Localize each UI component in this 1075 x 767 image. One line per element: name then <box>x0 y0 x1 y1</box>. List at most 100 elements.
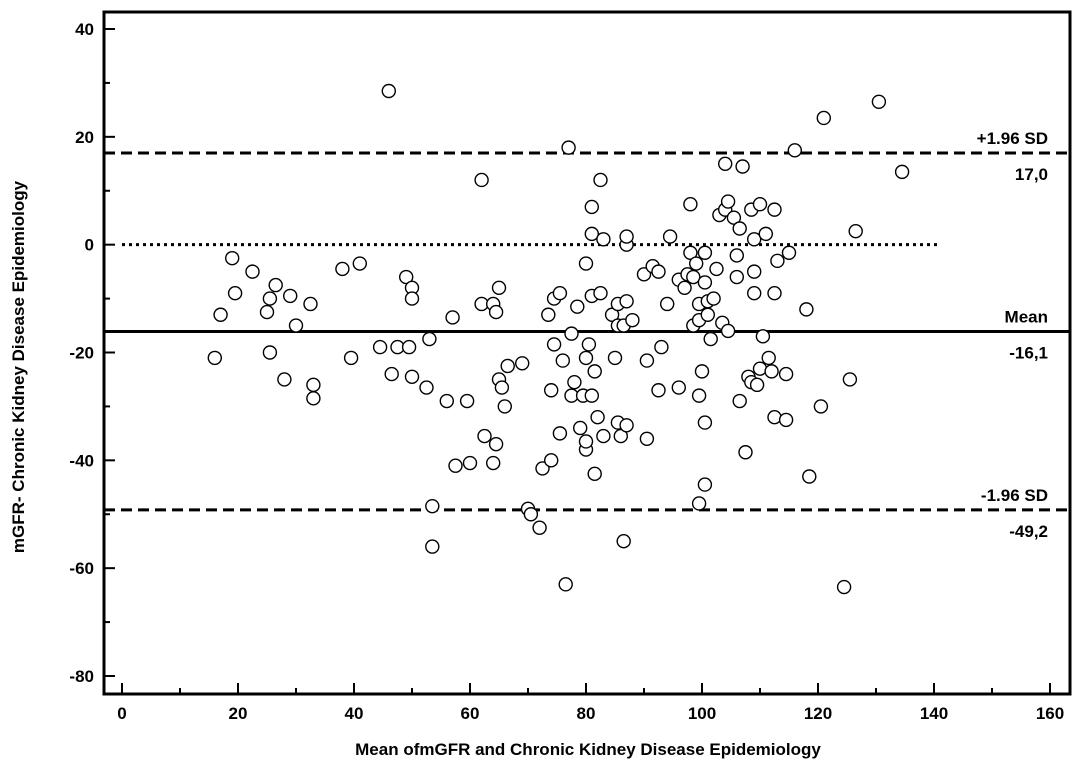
data-point <box>836 579 852 595</box>
data-point <box>697 477 713 492</box>
data-point <box>268 277 283 293</box>
data-point <box>570 299 585 314</box>
data-point <box>584 388 599 403</box>
data-point <box>404 369 420 384</box>
upper-loa-value: 17,0 <box>1015 165 1048 184</box>
x-tick-label: 0 <box>117 704 126 723</box>
data-point <box>497 399 512 414</box>
tick-labels: 40 20 0 -20 -40 -60 -80 0 20 40 60 80 100 120 140 160 <box>69 20 1064 723</box>
y-axis-title: mGFR- Chronic Kidney Disease Epidemiolog… <box>9 180 28 553</box>
data-point <box>729 248 744 263</box>
data-point <box>720 323 736 339</box>
data-point <box>500 358 515 374</box>
data-point <box>399 269 414 285</box>
data-point <box>683 197 698 212</box>
data-point <box>578 350 594 366</box>
data-point <box>335 261 350 277</box>
data-point <box>372 339 388 355</box>
data-point <box>488 304 504 320</box>
y-tick-label: 40 <box>75 20 94 39</box>
data-point <box>697 245 713 260</box>
data-point <box>567 374 582 390</box>
data-point <box>552 285 568 301</box>
data-point <box>816 110 831 126</box>
data-point <box>578 434 594 449</box>
data-point <box>802 469 817 484</box>
data-point <box>546 337 562 352</box>
data-point <box>207 350 223 366</box>
data-point <box>245 264 260 279</box>
data-point <box>404 291 420 306</box>
data-point <box>587 466 602 482</box>
data-point <box>224 250 240 266</box>
data-point <box>593 172 608 188</box>
data-point <box>720 194 736 209</box>
data-point <box>474 172 489 188</box>
data-point <box>587 364 602 379</box>
data-point <box>277 372 292 387</box>
data-point <box>573 420 588 436</box>
data-point <box>709 261 724 277</box>
data-point <box>596 232 611 247</box>
data-point <box>639 431 655 446</box>
data-point <box>651 264 666 279</box>
x-tick-label: 60 <box>461 704 480 723</box>
data-point <box>544 383 559 398</box>
data-point <box>691 496 707 511</box>
data-point <box>288 318 304 333</box>
x-tick-label: 80 <box>577 704 596 723</box>
data-point <box>758 226 773 242</box>
data-point <box>660 296 675 312</box>
data-point <box>561 140 576 155</box>
data-point <box>227 285 243 301</box>
data-point <box>352 256 367 271</box>
lower-loa-label: -1.96 SD <box>981 486 1048 505</box>
data-point <box>662 229 678 244</box>
lower-loa-value: -49,2 <box>1009 522 1048 541</box>
data-point <box>462 455 478 471</box>
data-point <box>596 428 611 444</box>
data-point <box>767 285 782 301</box>
x-tick-label: 120 <box>804 704 832 723</box>
data-point <box>425 539 440 554</box>
data-point <box>259 304 275 320</box>
y-tick-label: -20 <box>69 344 94 363</box>
y-tick-label: 20 <box>75 128 94 147</box>
data-point <box>486 455 501 471</box>
data-point <box>752 361 768 376</box>
data-point <box>700 307 715 322</box>
data-point <box>535 461 550 476</box>
data-point <box>761 350 776 366</box>
y-tick-label: -80 <box>69 667 94 686</box>
data-point <box>445 310 460 325</box>
data-point <box>590 410 605 425</box>
data-point <box>448 458 463 473</box>
y-tick-label: -60 <box>69 559 94 578</box>
data-point <box>283 288 298 304</box>
data-point <box>459 393 475 409</box>
x-tick-label: 140 <box>920 704 948 723</box>
data-point <box>303 296 318 312</box>
data-point <box>894 164 910 180</box>
data-point <box>425 498 440 514</box>
data-point <box>686 269 701 285</box>
x-tick-label: 40 <box>345 704 364 723</box>
data-point <box>262 345 278 360</box>
data-point <box>671 380 686 395</box>
data-point <box>871 94 887 109</box>
data-point <box>787 143 802 158</box>
data-point <box>732 221 747 236</box>
data-point <box>738 445 753 460</box>
data-point <box>384 366 399 382</box>
data-point <box>419 380 434 395</box>
data-point <box>541 307 556 322</box>
data-point <box>639 353 655 368</box>
data-point <box>778 366 794 382</box>
data-point <box>532 520 547 535</box>
upper-loa-label: +1.96 SD <box>977 129 1048 148</box>
data-point <box>683 245 698 260</box>
data-point <box>491 280 507 295</box>
data-point <box>735 159 750 174</box>
data-point <box>752 197 768 212</box>
data-point <box>781 245 797 260</box>
